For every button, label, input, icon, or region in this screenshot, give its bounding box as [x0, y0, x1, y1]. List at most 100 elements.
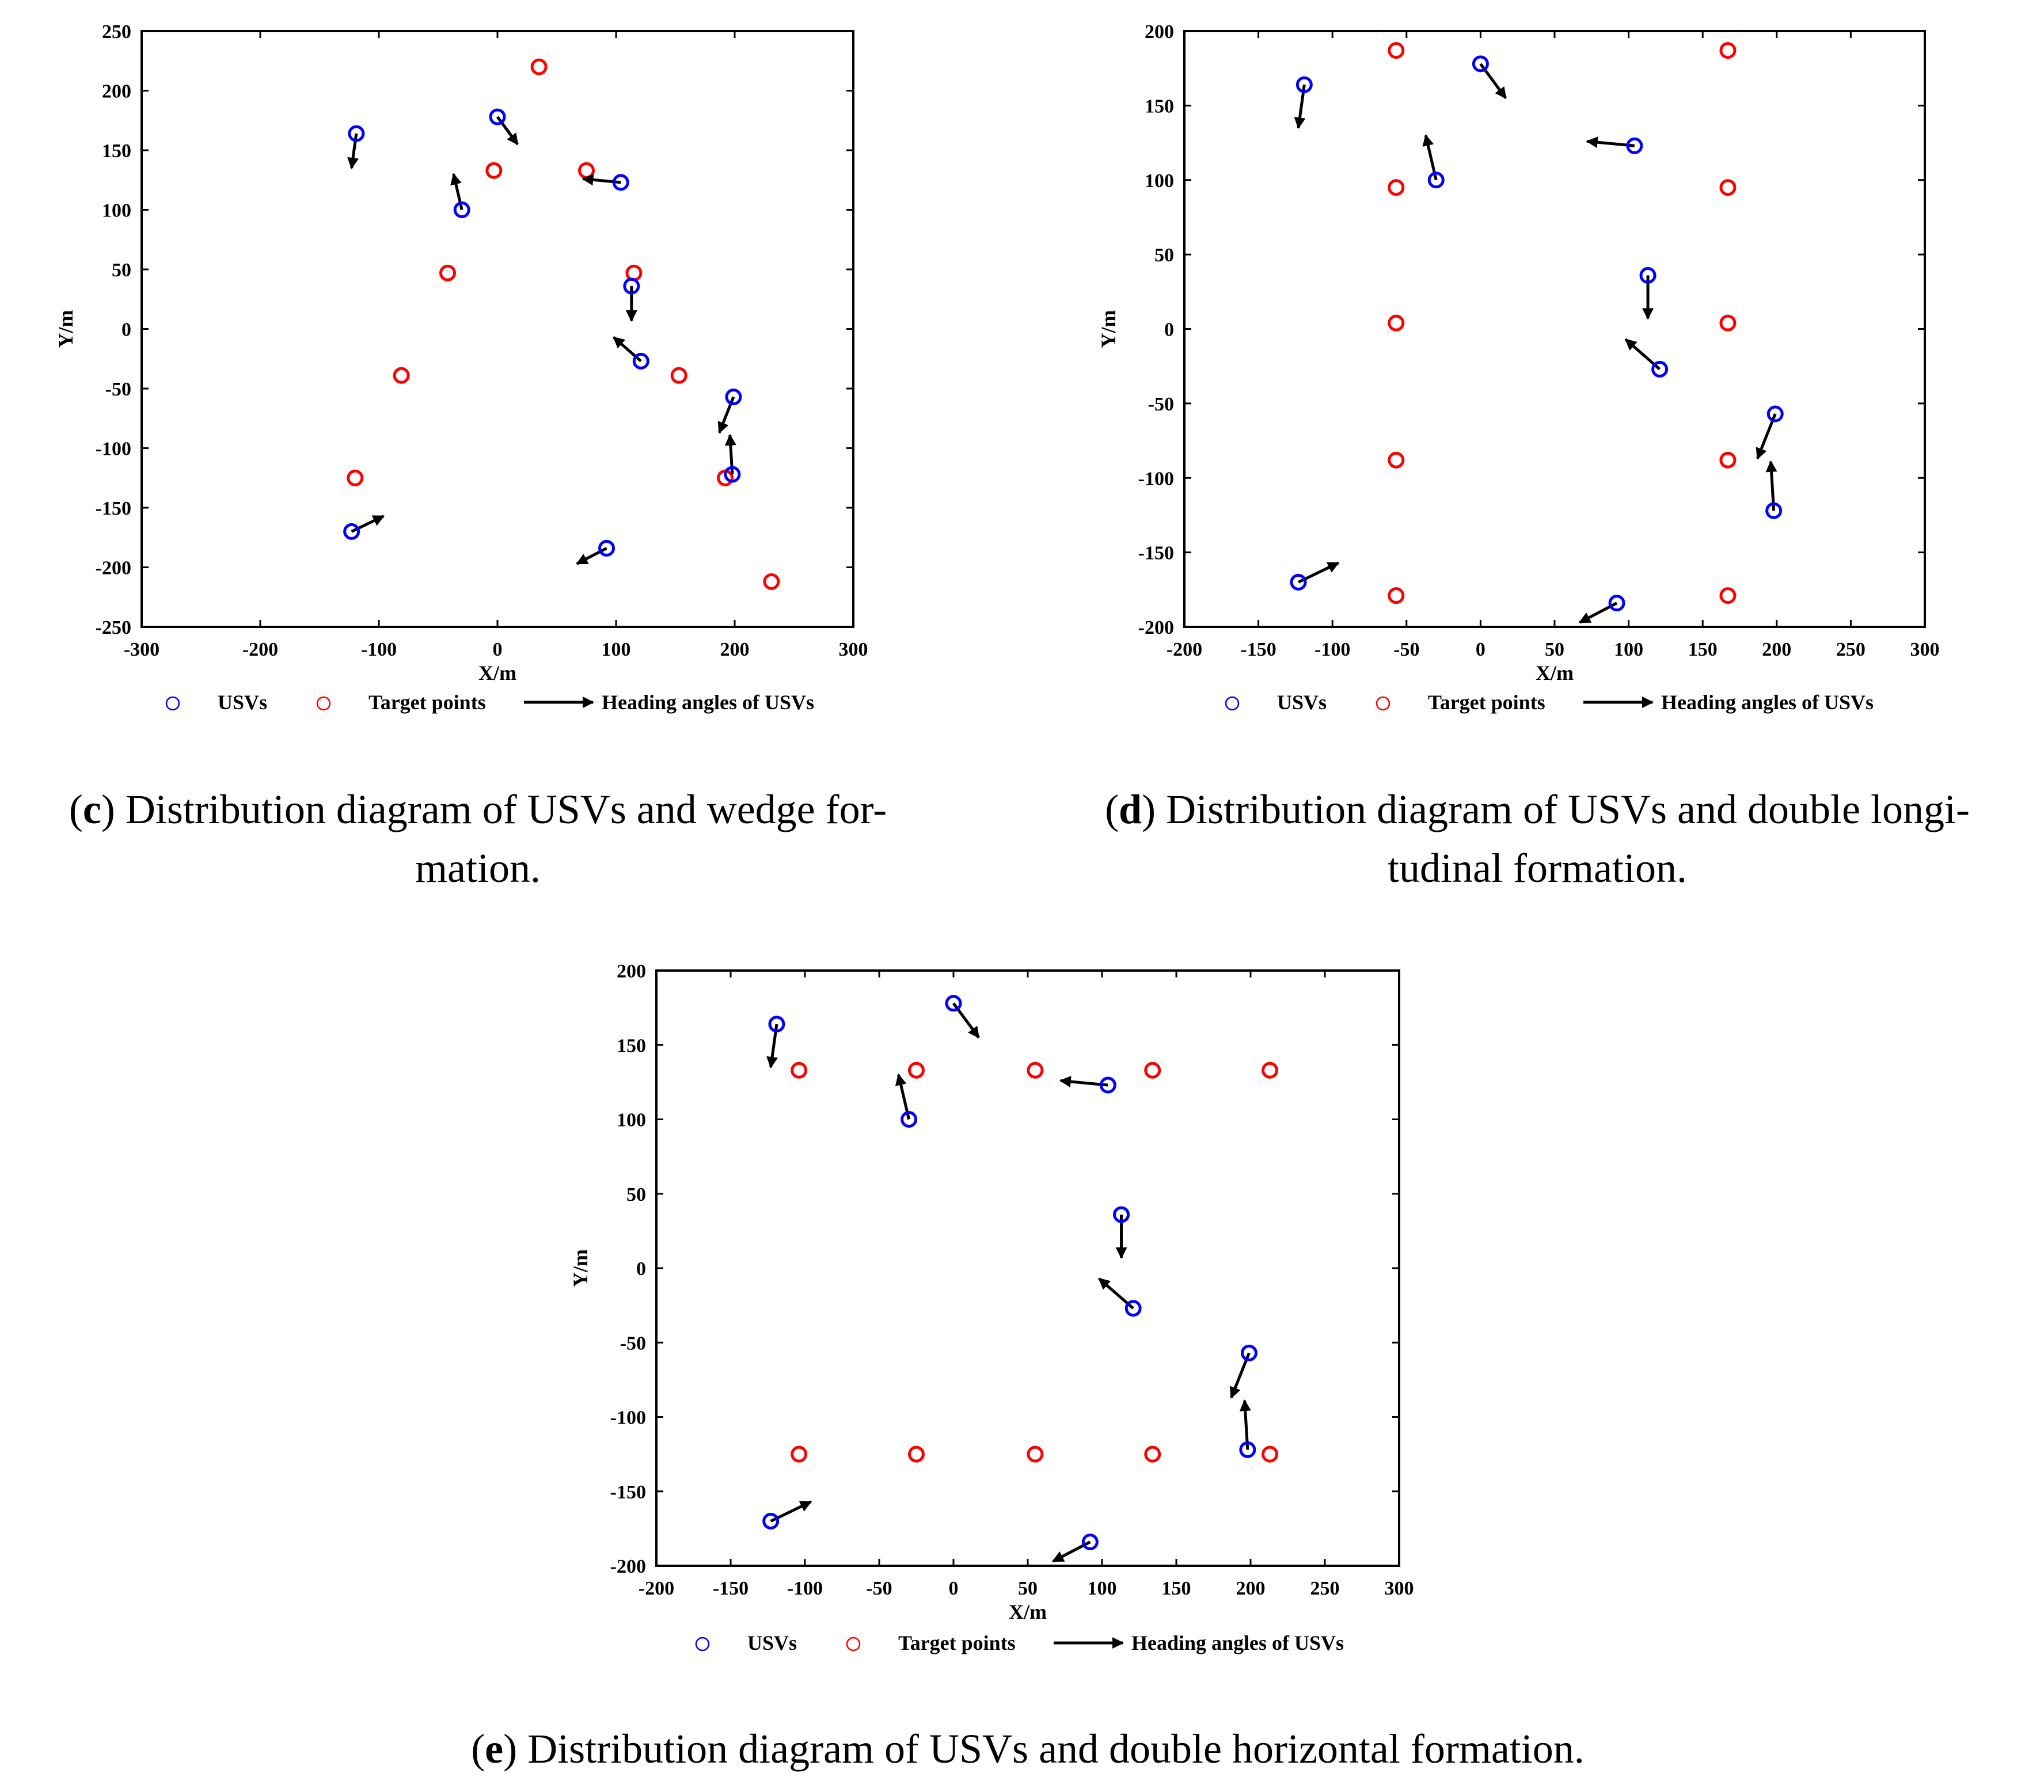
target-point: [1262, 1061, 1279, 1079]
usv-point: [945, 995, 962, 1012]
x-tick-label: 300: [1385, 1578, 1414, 1599]
usv-point: [762, 1512, 780, 1530]
legend-usvs-label: USVs: [747, 1631, 797, 1654]
y-tick-label: 200: [102, 81, 131, 102]
x-tick-label: -150: [713, 1578, 749, 1599]
usv-point: [632, 352, 649, 370]
usv-point: [1765, 502, 1783, 519]
usv-point: [724, 466, 741, 483]
y-tick-label: 200: [1145, 21, 1174, 43]
target-point: [1144, 1061, 1161, 1079]
x-tick-label: 300: [1910, 639, 1940, 660]
legend-target-label: Target points: [368, 691, 486, 714]
target-point: [1388, 451, 1405, 469]
panel-c: -300 -200 -100 0 100 200 300 -250 -200 -150 -100 -5…: [54, 21, 887, 891]
target-point: [670, 367, 687, 384]
x-tick-label: -150: [1240, 639, 1276, 660]
y-tick-label: -100: [96, 439, 131, 460]
target-point: [1144, 1445, 1161, 1463]
target-point: [1027, 1061, 1044, 1079]
x-tick-label: 150: [1688, 639, 1718, 660]
target-point: [530, 58, 548, 75]
y-tick-label: 100: [1145, 170, 1174, 192]
y-tick-label: -50: [105, 379, 131, 400]
target-point: [908, 1061, 925, 1079]
x-axis-label: X/m: [1009, 1600, 1047, 1623]
legend-usv-marker: [1225, 696, 1240, 711]
y-tick-label: 0: [636, 1258, 646, 1280]
legend: USVs Target points Heading angles of USVs: [695, 1631, 1344, 1654]
legend-target-marker: [316, 696, 331, 711]
caption-label: c: [83, 786, 101, 832]
y-tick-label: 50: [626, 1184, 646, 1205]
caption-label: e: [485, 1726, 503, 1772]
target-point: [439, 264, 456, 281]
x-axis-label: X/m: [1536, 661, 1574, 684]
y-tick-label: -250: [96, 617, 131, 638]
x-tick-label: -100: [361, 639, 397, 660]
y-tick-label: 100: [617, 1110, 646, 1131]
target-point: [1719, 179, 1737, 196]
usv-point: [1651, 360, 1669, 378]
target-point: [1719, 587, 1737, 604]
x-tick-label: -200: [242, 639, 278, 660]
usv-point: [1099, 1076, 1116, 1094]
target-point: [578, 162, 595, 179]
legend-usvs-label: USVs: [1277, 691, 1327, 714]
usv-point: [1472, 55, 1489, 73]
usv-point: [1608, 595, 1625, 612]
target-point: [1388, 179, 1405, 196]
x-tick-label: 50: [1545, 639, 1564, 660]
x-tick-label: 100: [1088, 1578, 1117, 1599]
target-point: [393, 367, 410, 384]
legend-usvs-label: USVs: [218, 691, 267, 714]
usv-point: [1295, 76, 1313, 93]
y-tick-label: 150: [102, 140, 131, 162]
y-tick-label: -200: [1138, 617, 1174, 638]
y-tick-label: 150: [1145, 96, 1174, 117]
y-tick-label: 200: [617, 961, 646, 982]
x-tick-label: 0: [1476, 639, 1485, 660]
legend-heading-label: Heading angles of USVs: [1131, 1631, 1344, 1654]
legend-target-label: Target points: [898, 1631, 1016, 1654]
caption-line: (e) Distribution diagram of USVs and dou…: [471, 1726, 1585, 1772]
y-tick-label: 50: [112, 260, 131, 281]
y-tick-label: -150: [610, 1482, 646, 1503]
usv-point: [1427, 172, 1445, 189]
plot-frame: [140, 30, 854, 628]
legend-target-marker: [846, 1637, 861, 1652]
y-tick-label: 150: [617, 1035, 646, 1056]
usv-point: [1639, 267, 1657, 284]
usv-point: [901, 1111, 918, 1128]
usv-point: [1626, 137, 1643, 154]
usv-point: [1240, 1344, 1257, 1361]
caption-line: tudinal formation.: [1388, 845, 1687, 891]
x-tick-label: 250: [1836, 639, 1866, 660]
x-tick-label: 0: [493, 639, 503, 660]
x-tick-label: -300: [124, 639, 159, 660]
panel-d: -200 -150 -100 -50 0 50 100 150 200 250 300 -200 -15…: [1097, 21, 1970, 891]
x-tick-label: 200: [720, 639, 750, 660]
usv-point: [1290, 573, 1307, 591]
target-point: [1027, 1445, 1044, 1463]
x-axis-label: X/m: [478, 661, 516, 684]
x-tick-label: -50: [1393, 639, 1419, 660]
y-tick-label: 50: [1154, 245, 1174, 266]
x-tick-label: -200: [639, 1578, 674, 1599]
caption-line: (c) Distribution diagram of USVs and wed…: [69, 786, 887, 832]
x-tick-label: -200: [1167, 639, 1202, 660]
legend: USVs Target points Heading angles of USVs: [1225, 691, 1874, 714]
usv-point: [623, 277, 640, 295]
usv-point: [489, 108, 506, 125]
target-point: [1262, 1445, 1279, 1463]
panel-e: -200 -150 -100 -50 0 50 100 150 200 250 300 -200 -15…: [471, 961, 1585, 1772]
y-tick-label: -50: [620, 1333, 646, 1354]
target-point: [908, 1445, 925, 1463]
y-axis-label: Y/m: [1097, 310, 1120, 348]
heading-arrow: [613, 336, 642, 363]
x-tick-label: 0: [949, 1578, 959, 1599]
caption-line: (d) Distribution diagram of USVs and dou…: [1105, 786, 1970, 832]
target-point: [1719, 314, 1737, 332]
plot-frame: [655, 969, 1400, 1567]
